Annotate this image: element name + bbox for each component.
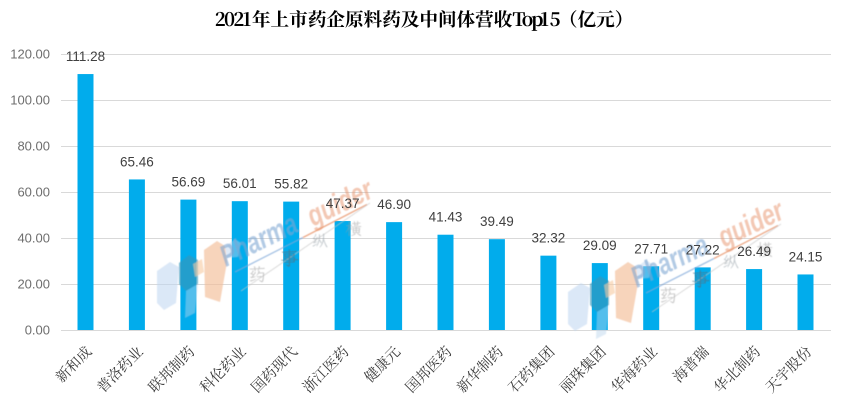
svg-text:27.22: 27.22	[686, 242, 720, 257]
svg-text:26.49: 26.49	[737, 244, 771, 259]
svg-text:32.32: 32.32	[532, 231, 566, 246]
svg-text:29.09: 29.09	[583, 238, 617, 253]
svg-text:20.00: 20.00	[17, 277, 50, 292]
svg-text:41.43: 41.43	[429, 210, 463, 225]
svg-text:39.49: 39.49	[480, 214, 514, 229]
svg-text:60.00: 60.00	[17, 185, 50, 200]
svg-text:0.00: 0.00	[25, 323, 50, 338]
svg-text:27.71: 27.71	[634, 241, 668, 256]
svg-text:65.46: 65.46	[120, 154, 154, 169]
svg-text:100.00: 100.00	[10, 93, 50, 108]
svg-text:120.00: 120.00	[10, 47, 50, 62]
svg-text:24.15: 24.15	[789, 250, 823, 265]
svg-text:80.00: 80.00	[17, 139, 50, 154]
svg-text:111.28: 111.28	[66, 49, 105, 64]
svg-text:56.69: 56.69	[172, 175, 206, 190]
svg-text:46.90: 46.90	[377, 197, 411, 212]
svg-text:47.37: 47.37	[326, 196, 360, 211]
svg-text:56.01: 56.01	[223, 176, 257, 191]
svg-text:40.00: 40.00	[17, 231, 50, 246]
svg-text:55.82: 55.82	[274, 177, 308, 192]
